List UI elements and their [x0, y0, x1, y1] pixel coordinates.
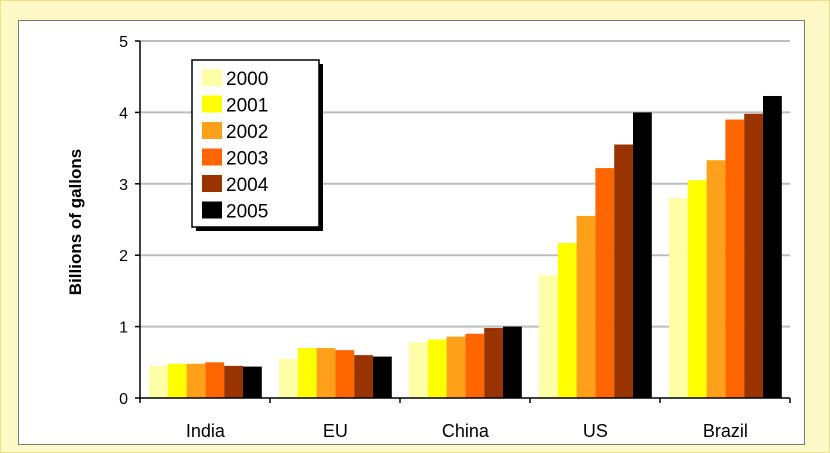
- bar: [687, 180, 707, 398]
- bar: [297, 348, 317, 398]
- y-tick-label: 2: [119, 248, 128, 265]
- legend-label: 2001: [226, 96, 268, 117]
- bar: [243, 366, 262, 398]
- bar: [186, 363, 206, 398]
- bar: [725, 119, 745, 398]
- bar: [224, 365, 243, 398]
- legend-swatch: [202, 175, 222, 192]
- bar: [503, 326, 522, 398]
- bar: [484, 328, 503, 398]
- legend-label: 2004: [226, 175, 269, 196]
- legend-label: 2005: [226, 202, 268, 223]
- bar: [633, 112, 652, 399]
- y-tick-labels: 0 1 2 3 4 5: [119, 34, 140, 408]
- x-tick-label: US: [583, 421, 608, 441]
- bar: [354, 355, 373, 398]
- bars: [149, 95, 782, 399]
- bar: [744, 113, 763, 398]
- legend-swatch: [202, 95, 222, 113]
- y-tick-label: 4: [119, 105, 128, 122]
- axes: [139, 41, 791, 403]
- bar: [373, 356, 392, 398]
- legend-swatch: [202, 122, 222, 139]
- bar: [576, 215, 596, 398]
- x-tick-label: Brazil: [703, 421, 748, 441]
- bar: [465, 333, 485, 398]
- y-tick-label: 0: [119, 391, 128, 408]
- x-tick-labels: India EU China US Brazil: [186, 421, 748, 441]
- bar: [149, 365, 168, 398]
- legend-label: 2003: [226, 149, 268, 170]
- bar: [763, 95, 782, 398]
- legend-swatch: [202, 201, 222, 219]
- y-tick-label: 3: [119, 177, 128, 194]
- y-tick-label: 5: [119, 34, 128, 51]
- legend-label: 2002: [226, 122, 268, 143]
- y-axis-label: Billions of gallons: [66, 149, 85, 295]
- legend-label: 2000: [226, 69, 268, 90]
- bar: [557, 243, 577, 398]
- bar: [706, 160, 726, 398]
- x-tick-label: India: [186, 421, 226, 441]
- bar: [205, 362, 225, 398]
- x-tick-label: EU: [323, 421, 348, 441]
- bar: [427, 339, 447, 398]
- bar: [539, 275, 558, 398]
- bar: [595, 168, 615, 398]
- legend-swatch: [202, 148, 222, 166]
- legend-swatch: [202, 69, 222, 86]
- bar: [279, 358, 298, 398]
- legend: 2000 2001 2002 2003 2004 2005: [191, 59, 323, 231]
- bar: [316, 348, 336, 398]
- bar: [614, 144, 633, 398]
- legend-box: [191, 59, 320, 228]
- bar: [335, 350, 355, 398]
- bar: [167, 363, 187, 398]
- y-tick-label: 1: [119, 320, 128, 337]
- bar: [669, 198, 688, 398]
- x-tick-label: China: [442, 421, 490, 441]
- bar: [409, 342, 428, 398]
- bar: [446, 336, 466, 398]
